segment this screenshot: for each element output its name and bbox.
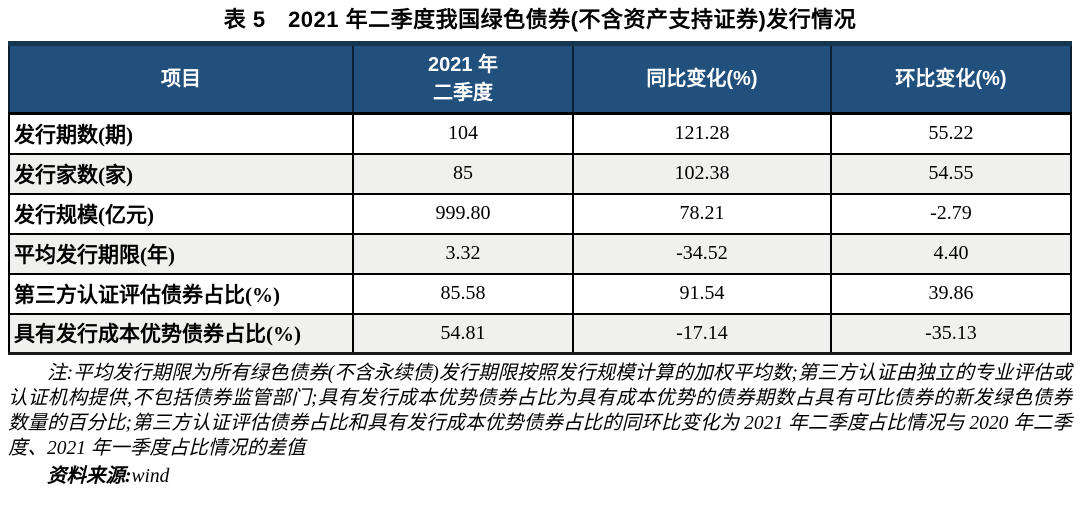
- row-label: 具有发行成本优势债券占比(%): [7, 312, 355, 355]
- data-source-label: 资料来源:: [47, 466, 132, 487]
- table-title: 表 5 2021 年二季度我国绿色债券(不含资产支持证券)发行情况: [223, 7, 857, 32]
- row-label: 第三方认证评估债券占比(%): [7, 272, 355, 315]
- table-row: 发行家数(家) 85 102.38 54.55: [7, 152, 1073, 195]
- row-label: 发行规模(亿元): [7, 192, 355, 235]
- table-row: 平均发行期限(年) 3.32 -34.52 4.40: [7, 232, 1073, 275]
- column-header-item: 项目: [7, 42, 355, 115]
- table-row: 第三方认证评估债券占比(%) 85.58 91.54 39.86: [7, 272, 1073, 315]
- value-cell: -35.13: [829, 312, 1073, 355]
- value-cell: 54.55: [829, 152, 1073, 195]
- value-cell: 3.32: [352, 232, 574, 275]
- data-source: 资料来源:wind: [8, 464, 1072, 489]
- value-cell: 85: [352, 152, 574, 195]
- data-source-value: wind: [131, 466, 170, 487]
- value-cell: 121.28: [571, 112, 832, 155]
- header-row: 项目 2021 年 二季度 同比变化(%) 环比变化(%): [7, 42, 1073, 115]
- table-row: 具有发行成本优势债券占比(%) 54.81 -17.14 -35.13: [7, 312, 1073, 355]
- value-cell: -2.79: [829, 192, 1073, 235]
- value-cell: 85.58: [352, 272, 574, 315]
- value-cell: -34.52: [571, 232, 832, 275]
- table-row: 发行期数(期) 104 121.28 55.22: [7, 112, 1073, 155]
- value-cell: 54.81: [352, 312, 574, 355]
- value-cell: 39.86: [829, 272, 1073, 315]
- row-label: 发行期数(期): [7, 112, 355, 155]
- row-label: 发行家数(家): [7, 152, 355, 195]
- value-cell: 999.80: [352, 192, 574, 235]
- green-bond-issuance-table: 项目 2021 年 二季度 同比变化(%) 环比变化(%) 发行期数(期) 10…: [7, 41, 1073, 355]
- column-header-qoq-change: 环比变化(%): [829, 42, 1073, 115]
- column-header-yoy-change: 同比变化(%): [571, 42, 832, 115]
- table-row: 发行规模(亿元) 999.80 78.21 -2.79: [7, 192, 1073, 235]
- value-cell: 55.22: [829, 112, 1073, 155]
- row-label: 平均发行期限(年): [7, 232, 355, 275]
- footnotes: 注:平均发行期限为所有绿色债券(不含永续债)发行期限按照发行规模计算的加权平均数…: [8, 361, 1072, 489]
- value-cell: 4.40: [829, 232, 1073, 275]
- value-cell: 104: [352, 112, 574, 155]
- value-cell: 78.21: [571, 192, 832, 235]
- value-cell: 102.38: [571, 152, 832, 195]
- value-cell: -17.14: [571, 312, 832, 355]
- table-note: 注:平均发行期限为所有绿色债券(不含永续债)发行期限按照发行规模计算的加权平均数…: [8, 363, 1072, 459]
- value-cell: 91.54: [571, 272, 832, 315]
- column-header-2021q2: 2021 年 二季度: [352, 42, 574, 115]
